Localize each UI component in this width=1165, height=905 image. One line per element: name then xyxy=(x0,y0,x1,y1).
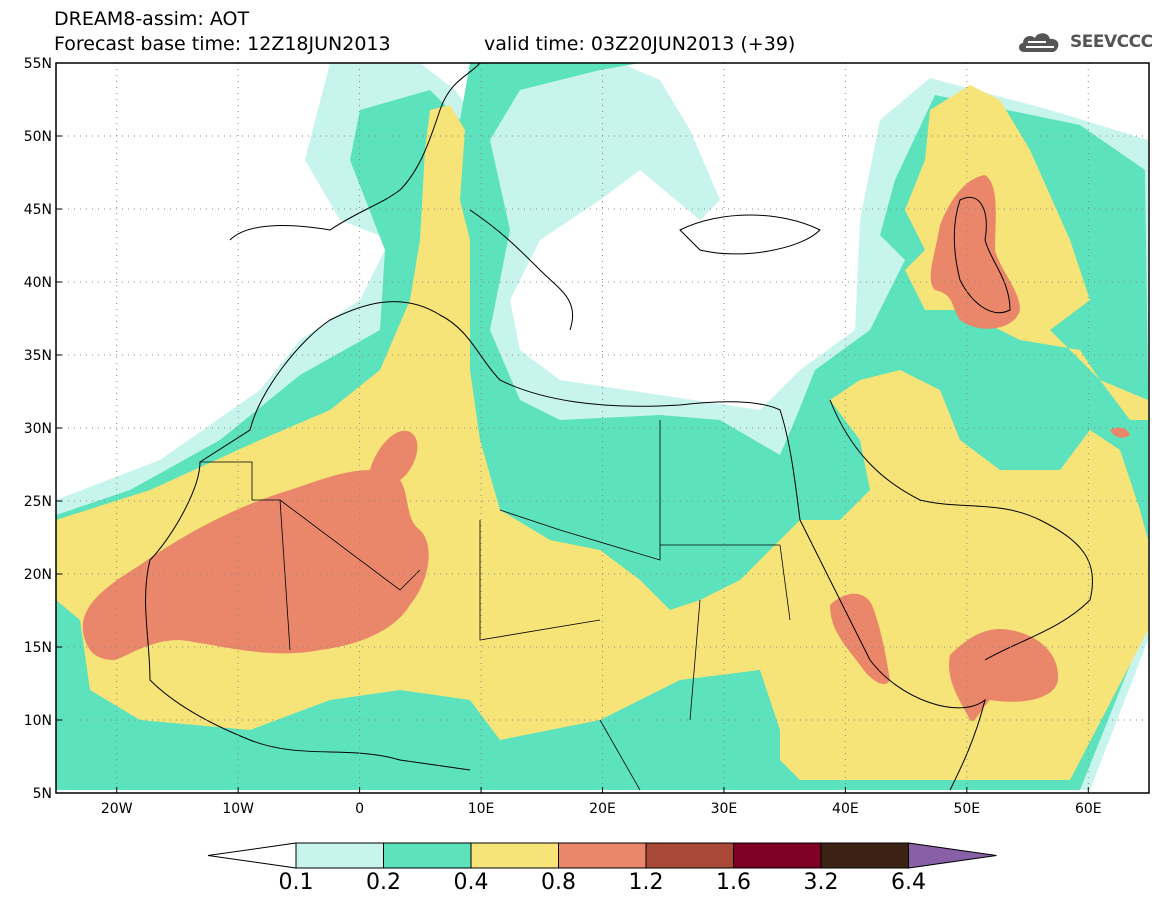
lat-tick-label: 15N xyxy=(24,640,52,656)
black-sea xyxy=(679,214,821,255)
lat-tick-label: 35N xyxy=(24,348,52,364)
lat-lon-grid xyxy=(56,63,1149,793)
colorbar-segment xyxy=(820,842,909,869)
lon-tick-label: 10E xyxy=(468,801,495,817)
colorbar-segment xyxy=(383,842,472,869)
aot-band-0.1 xyxy=(56,63,1148,790)
aot-blob-arabian-sea xyxy=(949,629,1059,721)
colorbar-level-label: 6.4 xyxy=(891,870,926,895)
latitude-labels: 55N 50N 45N 40N 35N 30N 25N 20N 15N 10N 5N xyxy=(24,56,62,802)
coastline-arabia xyxy=(829,399,1094,661)
lon-tick-label: 60E xyxy=(1075,801,1102,817)
colorbar-segment xyxy=(470,842,559,869)
coastlines xyxy=(145,63,1094,791)
colorbar xyxy=(207,842,997,869)
colorbar-level-label: 0.2 xyxy=(366,870,401,895)
longitude-labels: 20W 10W 0 10E 20E 30E 40E 50E 60E xyxy=(101,787,1102,817)
borders-africa xyxy=(200,420,791,791)
colorbar-level-label: 0.8 xyxy=(541,870,576,895)
colorbar-level-label: 1.2 xyxy=(628,870,664,895)
lat-tick-label: 30N xyxy=(24,421,52,437)
colorbar-level-label: 0.4 xyxy=(453,870,489,895)
aot-blob-red-sea xyxy=(830,593,890,685)
coastline-africa xyxy=(149,301,986,791)
lat-tick-label: 25N xyxy=(24,494,52,510)
lat-tick-label: 55N xyxy=(24,56,52,72)
colorbar-level-label: 1.6 xyxy=(716,870,751,895)
aot-contours xyxy=(56,63,1148,790)
colorbar-segment xyxy=(558,842,647,869)
map-frame xyxy=(55,62,1150,794)
lon-tick-label: 10W xyxy=(222,801,254,817)
forecast-base-time: Forecast base time: 12Z18JUN2013 xyxy=(54,33,391,55)
colorbar-segment xyxy=(733,842,822,869)
aot-blob-caspian xyxy=(930,175,1020,329)
lat-tick-label: 10N xyxy=(24,713,52,729)
colorbar-level-label: 0.1 xyxy=(278,870,314,895)
lon-tick-label: 20E xyxy=(589,801,616,817)
valid-time: valid time: 03Z20JUN2013 (+39) xyxy=(484,33,796,55)
lon-tick-label: 50E xyxy=(953,801,980,817)
coastline-europe xyxy=(229,63,481,241)
aot-band-0.2 xyxy=(56,63,1148,790)
lon-tick-label: 20W xyxy=(101,801,133,817)
lat-tick-label: 20N xyxy=(24,567,52,583)
coastline-italy xyxy=(469,209,574,331)
cloud-icon xyxy=(1018,33,1059,52)
logo-text: SEEVCCC xyxy=(1070,32,1153,52)
lat-tick-label: 45N xyxy=(24,202,52,218)
lat-tick-label: 40N xyxy=(24,275,52,291)
colorbar-segment xyxy=(295,842,384,869)
map-title: DREAM8-assim: AOT xyxy=(54,8,250,30)
caspian-sea xyxy=(953,197,1011,314)
lat-tick-label: 5N xyxy=(33,786,52,802)
colorbar-level-label: 3.2 xyxy=(803,870,839,895)
coastline-west-africa xyxy=(145,559,471,771)
lon-tick-label: 0 xyxy=(355,801,364,817)
lat-tick-label: 50N xyxy=(24,129,52,145)
lon-tick-label: 30E xyxy=(711,801,738,817)
seevccc-logo: SEEVCCC xyxy=(1016,26,1156,58)
aot-blob-gulf xyxy=(1110,427,1130,438)
aot-band-0.4 xyxy=(56,85,1148,780)
lon-tick-label: 40E xyxy=(832,801,859,817)
colorbar-low-arrow xyxy=(207,842,297,869)
aot-blob-west-africa xyxy=(82,430,429,660)
colorbar-high-arrow xyxy=(908,842,997,869)
colorbar-segment xyxy=(645,842,734,869)
